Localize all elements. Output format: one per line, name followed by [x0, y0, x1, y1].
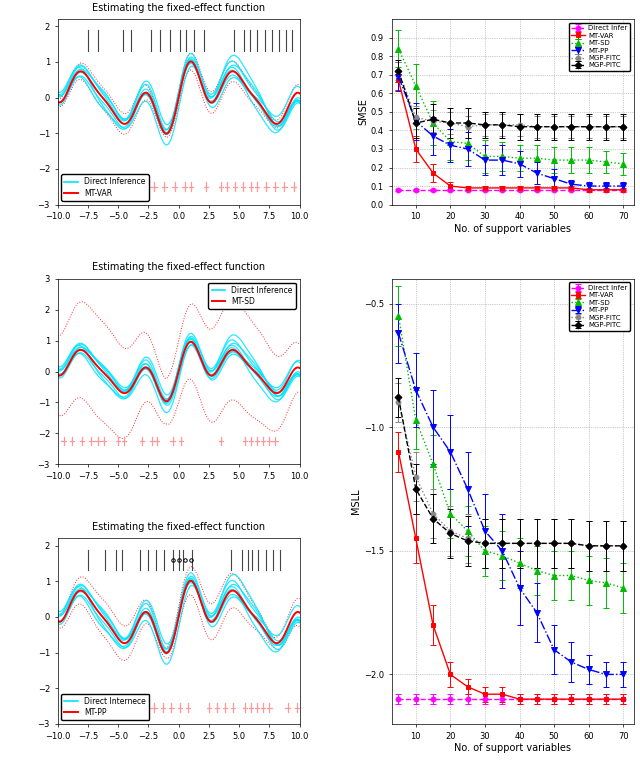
- Legend: Direct Inference, MT-VAR: Direct Inference, MT-VAR: [61, 175, 148, 201]
- Title: Estimating the fixed-effect function: Estimating the fixed-effect function: [92, 522, 265, 532]
- Legend: Direct Internece, MT-PP: Direct Internece, MT-PP: [61, 694, 149, 720]
- Title: Estimating the fixed-effect function: Estimating the fixed-effect function: [92, 263, 265, 273]
- Y-axis label: MSLL: MSLL: [351, 489, 361, 514]
- Title: Estimating the fixed-effect function: Estimating the fixed-effect function: [92, 3, 265, 13]
- X-axis label: No. of support variables: No. of support variables: [454, 224, 571, 234]
- Y-axis label: SMSE: SMSE: [358, 99, 368, 126]
- Legend: Direct Infer, MT-VAR, MT-SD, MT-PP, MGP-FITC, MGP-PITC: Direct Infer, MT-VAR, MT-SD, MT-PP, MGP-…: [569, 282, 630, 331]
- Legend: Direct Infer, MT-VAR, MT-SD, MT-PP, MGP-FITC, MGP-PITC: Direct Infer, MT-VAR, MT-SD, MT-PP, MGP-…: [569, 23, 630, 71]
- X-axis label: No. of support variables: No. of support variables: [454, 743, 571, 753]
- Legend: Direct Inference, MT-SD: Direct Inference, MT-SD: [209, 283, 296, 309]
